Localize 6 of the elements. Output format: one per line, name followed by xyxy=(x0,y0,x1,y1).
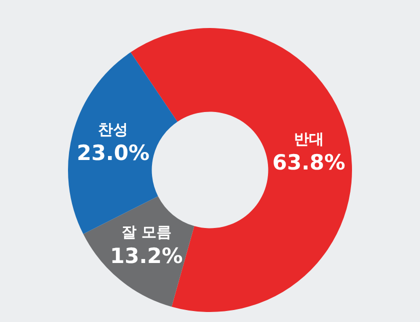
data-label: 23.0% xyxy=(76,141,150,166)
slice-label: 반대 xyxy=(294,130,324,148)
data-label: 63.8% xyxy=(272,150,346,175)
slice-label: 잘 모름 xyxy=(121,223,172,242)
slice-label: 찬성 xyxy=(98,120,128,139)
data-label: 13.2% xyxy=(110,244,183,268)
